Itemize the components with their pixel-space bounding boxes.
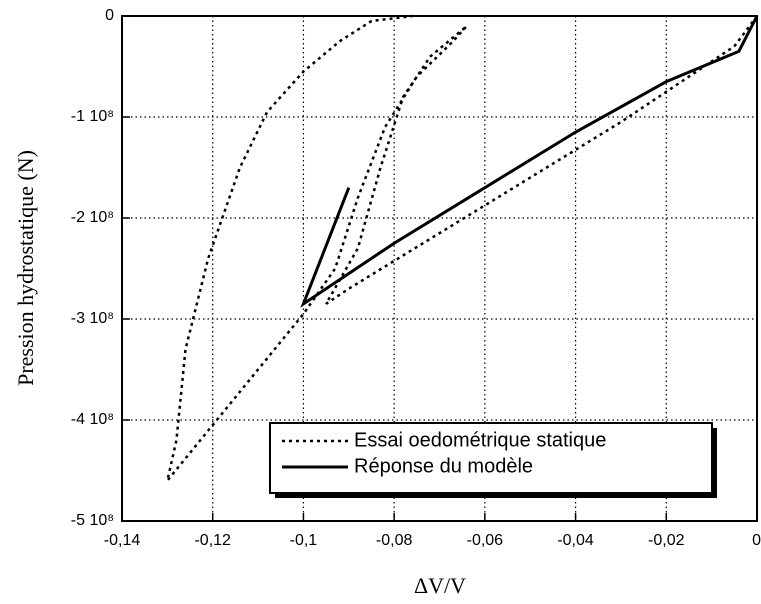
legend-label: Réponse du modèle — [354, 455, 533, 477]
series-line — [166, 14, 759, 482]
y-tick-label: 0 — [105, 7, 114, 24]
x-tick-label: -0,1 — [290, 532, 318, 549]
x-tick-label: -0,14 — [104, 532, 141, 549]
x-tick-label: -0,04 — [557, 532, 594, 549]
plot-frame — [121, 15, 758, 522]
legend-label: Essai oedométrique statique — [354, 429, 606, 451]
x-axis-label: ΔV/V — [414, 573, 466, 598]
x-tick-label: -0,02 — [648, 532, 685, 549]
y-tick-label: -3 10⁸ — [71, 310, 114, 327]
legend — [269, 422, 713, 494]
y-tick-label: -4 10⁸ — [71, 411, 114, 428]
x-tick-label: -0,08 — [376, 532, 413, 549]
y-axis-label: Pression hydrostatique (N) — [13, 150, 38, 386]
y-tick-label: -1 10⁸ — [71, 108, 114, 125]
x-tick-label: 0 — [752, 532, 761, 549]
x-tick-label: -0,12 — [194, 532, 231, 549]
x-tick-label: -0,06 — [467, 532, 504, 549]
series-line — [300, 15, 759, 308]
y-tick-label: -5 10⁸ — [71, 512, 114, 529]
y-tick-label: -2 10⁸ — [71, 209, 114, 226]
